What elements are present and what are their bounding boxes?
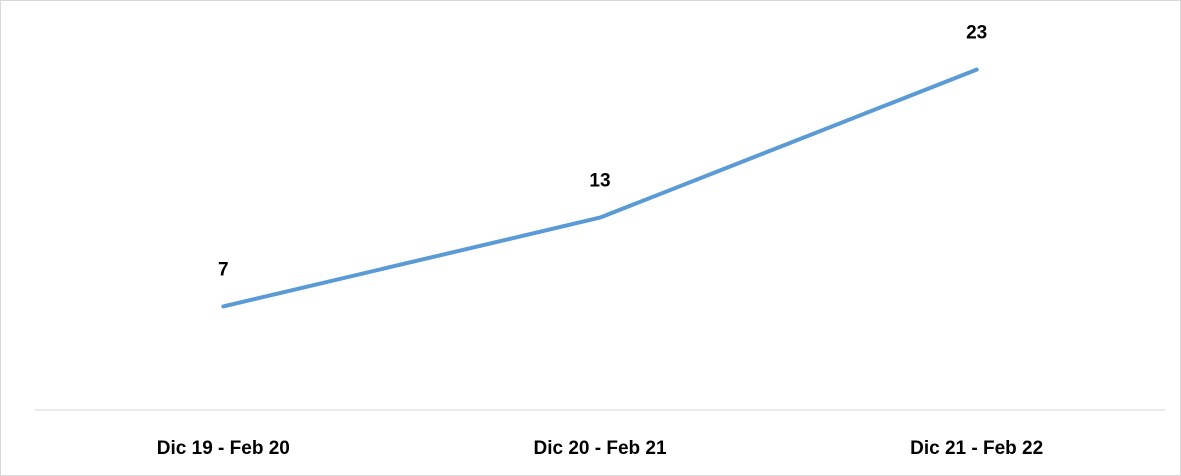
data-label: 13 — [589, 171, 610, 192]
line-series — [221, 67, 979, 309]
data-label: 23 — [966, 23, 987, 44]
x-tick-label: Dic 19 - Feb 20 — [157, 438, 290, 459]
x-tick-label: Dic 20 - Feb 21 — [533, 438, 666, 459]
data-label: 7 — [218, 259, 229, 280]
x-tick-label: Dic 21 - Feb 22 — [910, 438, 1043, 459]
